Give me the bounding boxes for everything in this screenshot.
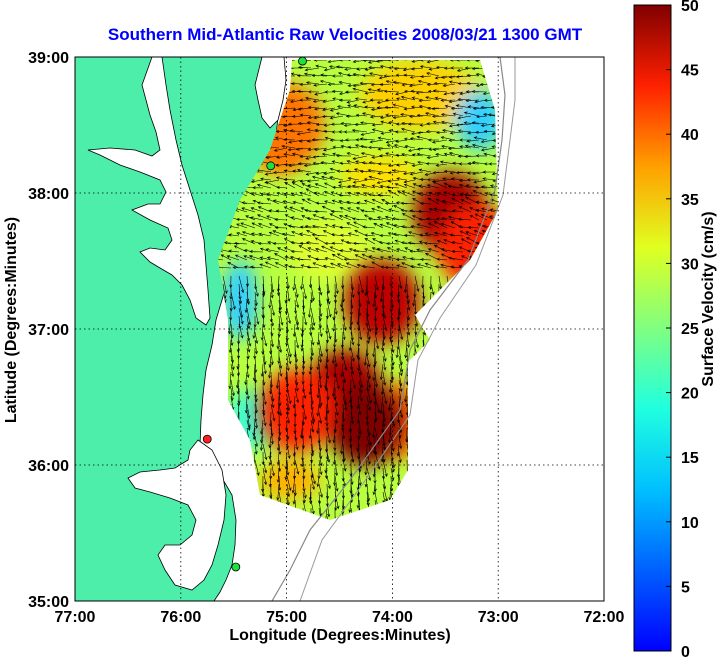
colorbar-tick-label: 15	[681, 450, 699, 467]
x-axis-label: Longitude (Degrees:Minutes)	[229, 627, 450, 644]
radar-station-marker	[298, 56, 307, 66]
velocity-hotspot	[259, 368, 336, 453]
colorbar-tick-label: 10	[681, 515, 699, 532]
y-tick-label: 36:00	[28, 458, 69, 475]
x-tick-label: 74:00	[372, 609, 413, 626]
chart-title: Southern Mid-Atlantic Raw Velocities 200…	[108, 25, 583, 44]
colorbar-tick-label: 35	[681, 192, 699, 209]
colorbar-tick-label: 5	[681, 579, 690, 596]
colorbar	[633, 4, 672, 652]
y-tick-label: 39:00	[28, 50, 69, 67]
chesapeake-bay	[87, 57, 211, 326]
x-tick-label: 73:00	[478, 609, 519, 626]
grid-lines	[75, 57, 604, 601]
velocity-hotspot	[343, 259, 420, 344]
colorbar-label: Surface Velocity (cm/s)	[700, 211, 717, 386]
y-tick-label: 37:00	[28, 322, 69, 339]
radar-station-marker	[202, 434, 212, 444]
colorbar-tick-label: 25	[681, 321, 699, 338]
colorbar-tick-label: 45	[681, 63, 699, 80]
x-tick-label: 72:00	[584, 609, 625, 626]
x-tick-label: 76:00	[160, 609, 201, 626]
colorbar-tick-label: 40	[681, 127, 699, 144]
delaware-bay	[254, 57, 287, 129]
shelf-contour-2	[299, 57, 516, 601]
y-tick-label: 38:00	[28, 186, 69, 203]
colorbar-tick-label: 20	[681, 386, 699, 403]
colorbar-tick-label: 0	[681, 644, 690, 659]
pamlico-sound	[127, 439, 227, 591]
axes-box	[74, 56, 605, 602]
shelf-contour	[271, 57, 506, 601]
y-axis-label: Latitude (Degrees:Minutes)	[3, 217, 20, 423]
x-tick-label: 75:00	[266, 609, 307, 626]
y-tick-label: 35:00	[28, 594, 69, 611]
x-tick-label: 77:00	[55, 609, 96, 626]
colorbar-tick-label: 50	[681, 0, 699, 15]
radar-station-marker	[231, 562, 241, 572]
radar-station-marker	[266, 161, 276, 171]
colorbar-tick-label: 30	[681, 256, 699, 273]
